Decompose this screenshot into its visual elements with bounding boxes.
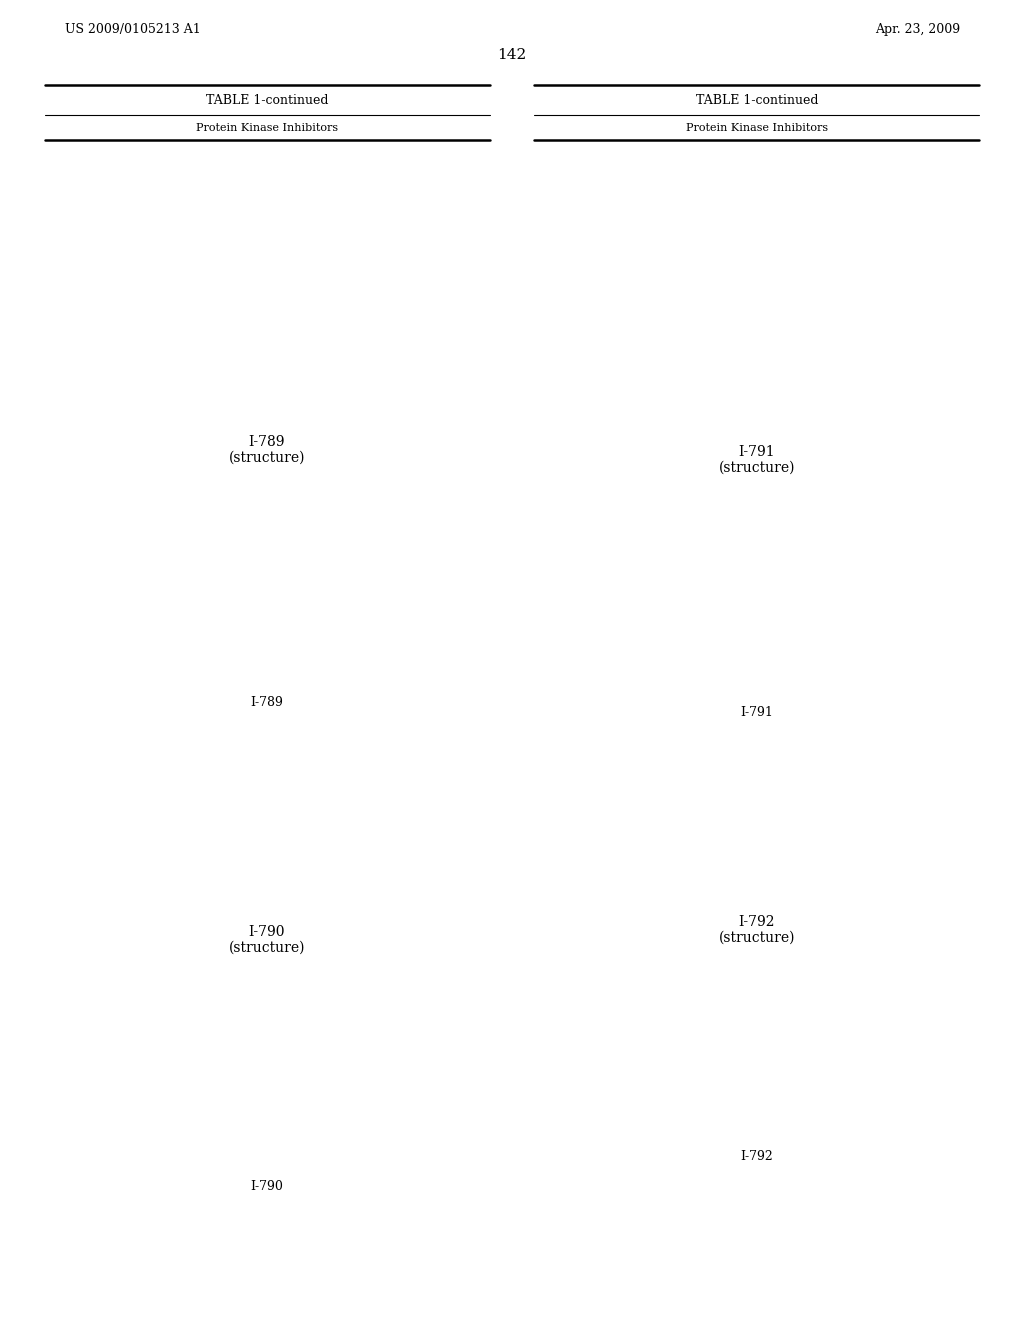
- Text: I-789: I-789: [251, 696, 284, 709]
- Text: TABLE 1-continued: TABLE 1-continued: [695, 94, 818, 107]
- Text: I-790
(structure): I-790 (structure): [228, 925, 305, 956]
- Text: I-792: I-792: [740, 1151, 773, 1163]
- Text: US 2009/0105213 A1: US 2009/0105213 A1: [65, 24, 201, 37]
- Text: I-789
(structure): I-789 (structure): [228, 434, 305, 465]
- Text: I-790: I-790: [251, 1180, 284, 1193]
- Text: I-792
(structure): I-792 (structure): [719, 915, 796, 945]
- Text: TABLE 1-continued: TABLE 1-continued: [206, 94, 329, 107]
- Text: 142: 142: [498, 48, 526, 62]
- Text: Apr. 23, 2009: Apr. 23, 2009: [874, 24, 961, 37]
- Text: Protein Kinase Inhibitors: Protein Kinase Inhibitors: [196, 123, 338, 133]
- Text: Protein Kinase Inhibitors: Protein Kinase Inhibitors: [686, 123, 828, 133]
- Text: I-791
(structure): I-791 (structure): [719, 445, 796, 475]
- Text: I-791: I-791: [740, 705, 773, 718]
